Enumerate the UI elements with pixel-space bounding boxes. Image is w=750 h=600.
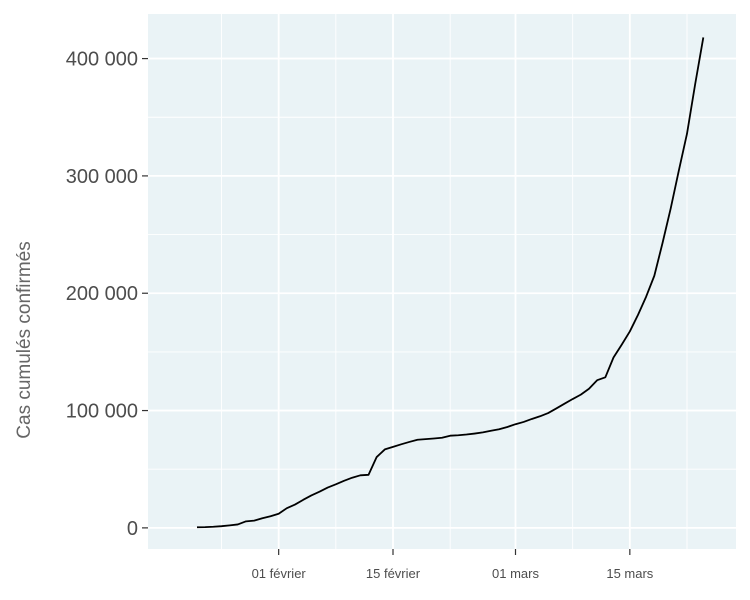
x-tick-label: 01 mars xyxy=(492,566,539,581)
y-axis: 0 100 000 200 000 300 000 400 000 xyxy=(66,49,148,540)
x-axis: 01 février 15 février 01 mars 15 mars xyxy=(252,549,654,581)
major-gridlines xyxy=(148,14,736,549)
minor-gridlines xyxy=(148,14,736,549)
y-tick-label: 100 000 xyxy=(66,401,138,423)
y-tick-label: 200 000 xyxy=(66,283,138,305)
y-axis-title: Cas cumulés confirmés xyxy=(14,241,35,438)
x-tick-label: 15 mars xyxy=(606,566,653,581)
y-tick-label: 0 xyxy=(127,518,138,540)
series-line xyxy=(196,37,705,529)
y-tick-label: 300 000 xyxy=(66,166,138,188)
x-tick-label: 15 février xyxy=(366,566,421,581)
x-tick-label: 01 février xyxy=(252,566,307,581)
y-tick-label: 400 000 xyxy=(66,49,138,71)
plot-panel xyxy=(148,14,736,549)
